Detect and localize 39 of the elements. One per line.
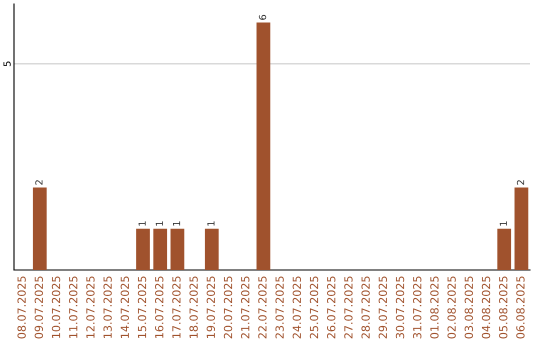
x-tick-label: 06.08.2025 xyxy=(516,276,525,338)
x-tick-label: 27.07.2025 xyxy=(344,276,353,338)
x-tick-label: 11.07.2025 xyxy=(69,276,78,338)
x-tick-label: 21.07.2025 xyxy=(241,276,250,338)
data-label: 2 xyxy=(35,180,42,185)
x-tick-label: 13.07.2025 xyxy=(103,276,112,338)
x-tick-label: 18.07.2025 xyxy=(189,276,198,338)
x-tick-label: 09.07.2025 xyxy=(34,276,44,338)
x-tick-label: 22.07.2025 xyxy=(258,276,267,338)
x-tick-label: 12.07.2025 xyxy=(86,276,95,338)
x-tick-label: 02.08.2025 xyxy=(447,276,456,338)
x-tick-label: 17.07.2025 xyxy=(172,276,181,338)
x-tick-label: 03.08.2025 xyxy=(464,276,474,338)
x-tick-label: 01.08.2025 xyxy=(430,276,439,338)
x-tick-label: 30.07.2025 xyxy=(396,276,404,338)
x-tick-label: 26.07.2025 xyxy=(327,276,336,338)
x-tick-label: 10.07.2025 xyxy=(52,276,60,338)
x-tick-label: 29.07.2025 xyxy=(378,276,388,338)
y-tick-label: 5 xyxy=(4,62,11,66)
data-label: 1 xyxy=(138,221,146,226)
data-label: 1 xyxy=(500,221,507,226)
data-label: 1 xyxy=(172,221,180,226)
data-label: 2 xyxy=(516,180,524,185)
x-tick-label: 14.07.2025 xyxy=(120,276,130,338)
x-tick-label: 15.07.2025 xyxy=(138,276,146,338)
x-tick-label: 24.07.2025 xyxy=(292,276,302,338)
data-label: 6 xyxy=(258,14,266,20)
x-tick-label: 04.08.2025 xyxy=(482,276,490,338)
x-tick-label: 31.07.2025 xyxy=(413,276,422,338)
data-label: 1 xyxy=(156,221,163,226)
data-label: 1 xyxy=(207,221,214,226)
x-tick-label: 25.07.2025 xyxy=(310,276,318,338)
x-tick-label: 16.07.2025 xyxy=(155,276,164,338)
x-tick-label: 19.07.2025 xyxy=(206,276,216,338)
x-tick-label: 28.07.2025 xyxy=(361,276,370,338)
x-tick-label: 08.07.2025 xyxy=(17,276,26,338)
x-tick-label: 05.08.2025 xyxy=(499,276,508,338)
x-tick-label: 23.07.2025 xyxy=(275,276,284,338)
x-tick-label: 20.07.2025 xyxy=(224,276,232,338)
